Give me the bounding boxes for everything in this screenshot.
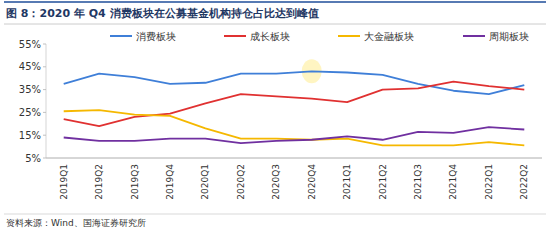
x-tick-label: 2021Q3 xyxy=(413,164,423,200)
legend-label: 消费板块 xyxy=(136,31,176,42)
y-tick xyxy=(43,89,46,90)
x-tick-label: 2019Q4 xyxy=(165,164,175,200)
y-tick xyxy=(43,158,46,159)
series-line xyxy=(64,71,525,94)
x-tick-label: 2020Q1 xyxy=(200,164,210,200)
legend-swatch xyxy=(463,35,485,37)
title-underline xyxy=(4,24,546,25)
series-line xyxy=(64,110,525,145)
y-tick-label: 15% xyxy=(19,130,41,141)
y-tick xyxy=(43,44,46,45)
legend-swatch xyxy=(338,35,360,37)
legend-label: 大金融板块 xyxy=(364,31,414,42)
legend-swatch xyxy=(110,35,132,37)
series-line xyxy=(64,127,525,143)
legend-label: 成长板块 xyxy=(250,31,290,42)
x-tick-label: 2020Q4 xyxy=(307,164,317,200)
x-tick-label: 2021Q2 xyxy=(378,164,388,200)
x-tick-label: 2022Q2 xyxy=(519,164,529,200)
series-line xyxy=(64,82,525,126)
y-tick-label: 25% xyxy=(19,107,41,118)
legend-label: 周期板块 xyxy=(489,31,529,42)
source-rule xyxy=(4,214,546,215)
y-tick-label: 45% xyxy=(19,61,41,72)
x-tick-label: 2022Q1 xyxy=(484,164,494,200)
y-tick xyxy=(43,66,46,67)
x-tick-label: 2019Q2 xyxy=(94,164,104,200)
y-axis xyxy=(46,44,47,158)
y-tick-label: 5% xyxy=(25,153,41,164)
y-tick-label: 55% xyxy=(19,39,41,50)
x-axis xyxy=(46,158,542,159)
x-tick-label: 2021Q1 xyxy=(342,164,352,200)
x-tick-label: 2020Q2 xyxy=(236,164,246,200)
y-tick xyxy=(43,112,46,113)
x-tick-label: 2020Q3 xyxy=(271,164,281,200)
title-rule xyxy=(4,1,546,3)
source: 资料来源：Wind、国海证券研究所 xyxy=(6,218,146,228)
chart: 图 8：2020 年 Q4 消费板块在公募基金机构持仓占比达到峰值 5% 15% 25… xyxy=(0,0,550,232)
legend-swatch xyxy=(224,35,246,37)
y-tick-label: 35% xyxy=(19,84,41,95)
y-tick xyxy=(43,135,46,136)
title: 图 8：2020 年 Q4 消费板块在公募基金机构持仓占比达到峰值 xyxy=(6,7,319,20)
x-tick-label: 2021Q4 xyxy=(448,164,458,200)
x-tick-label: 2019Q1 xyxy=(59,164,69,200)
x-tick-label: 2019Q3 xyxy=(130,164,140,200)
plot-area xyxy=(64,71,525,145)
